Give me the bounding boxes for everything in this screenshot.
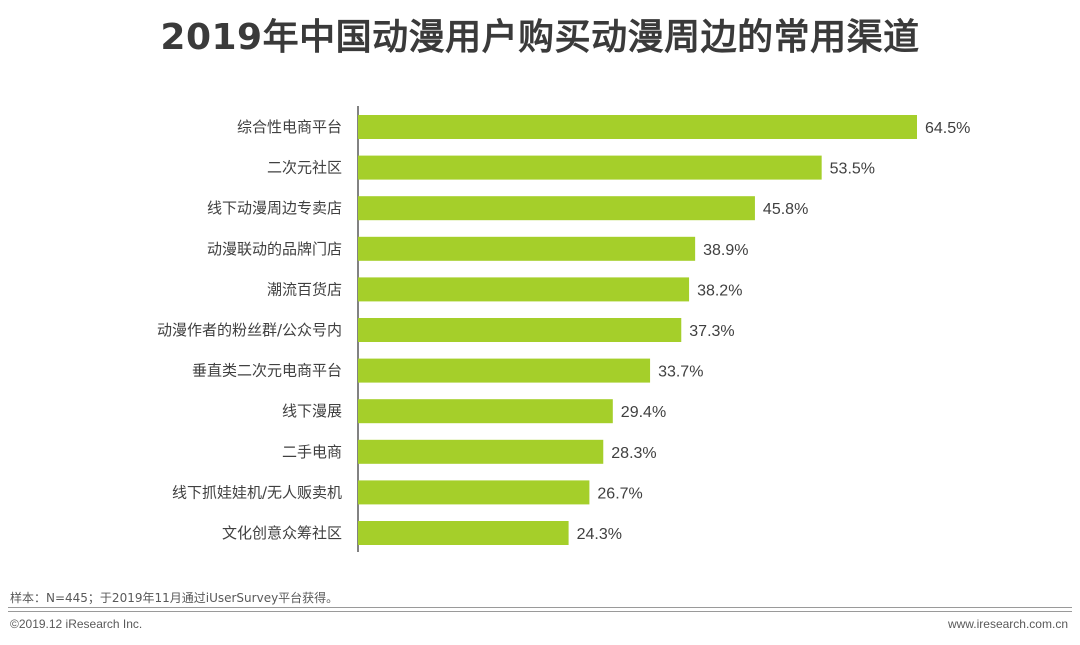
source-note: 样本：N=445；于2019年11月通过iUserSurvey平台获得。 <box>10 591 339 605</box>
category-label: 动漫联动的品牌门店 <box>207 240 342 258</box>
value-label: 28.3% <box>611 445 656 462</box>
value-label: 38.9% <box>703 242 748 259</box>
value-label: 64.5% <box>925 120 970 137</box>
value-label: 33.7% <box>658 364 703 381</box>
value-label: 45.8% <box>763 201 808 218</box>
chart-title: 2019年中国动漫用户购买动漫周边的常用渠道 <box>160 17 920 58</box>
footer-divider <box>8 611 1072 612</box>
bar <box>358 115 917 139</box>
category-label: 垂直类二次元电商平台 <box>192 362 342 380</box>
footer-divider <box>8 607 1072 608</box>
value-label: 37.3% <box>689 323 734 340</box>
category-label: 二次元社区 <box>267 159 342 177</box>
bar <box>358 277 690 302</box>
bar <box>358 358 651 383</box>
bar <box>358 318 682 342</box>
value-label: 53.5% <box>830 161 875 178</box>
bar <box>358 399 613 424</box>
copyright-text: ©2019.12 iResearch Inc. <box>10 617 143 631</box>
bar-chart: 综合性电商平台 64.5% 二次元社区 53.5% 线下动漫周边专卖店 45.8% 动漫联动… <box>157 106 970 552</box>
bar <box>358 236 696 261</box>
category-label: 文化创意众筹社区 <box>222 524 342 542</box>
category-label: 线下漫展 <box>282 402 342 420</box>
value-label: 38.2% <box>697 282 742 299</box>
category-label: 潮流百货店 <box>267 280 342 298</box>
value-label: 24.3% <box>577 526 622 543</box>
bar <box>358 155 822 180</box>
category-label: 动漫作者的粉丝群/公众号内 <box>157 321 342 339</box>
category-label: 线下抓娃娃机/无人贩卖机 <box>172 483 342 501</box>
bar <box>358 439 604 464</box>
bar <box>358 480 590 505</box>
value-label: 26.7% <box>597 485 642 502</box>
bar <box>358 196 755 221</box>
category-label: 二手电商 <box>282 443 342 461</box>
category-label: 综合性电商平台 <box>237 118 342 136</box>
bar <box>358 521 569 545</box>
website-text: www.iresearch.com.cn <box>947 617 1068 631</box>
category-label: 线下动漫周边专卖店 <box>207 199 342 217</box>
value-label: 29.4% <box>621 404 666 421</box>
